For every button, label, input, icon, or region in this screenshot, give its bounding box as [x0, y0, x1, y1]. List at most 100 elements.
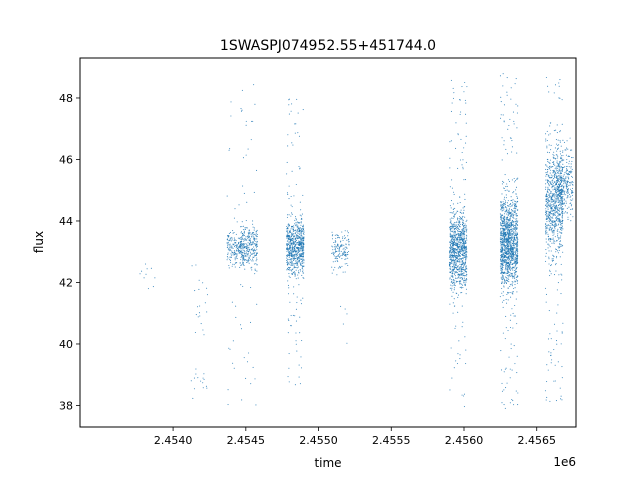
data-point	[502, 306, 504, 308]
data-point	[553, 348, 555, 351]
data-point	[451, 266, 453, 268]
data-point	[549, 133, 551, 135]
data-point	[508, 212, 510, 214]
data-point	[561, 202, 563, 204]
data-point	[451, 262, 453, 264]
data-point	[553, 210, 555, 212]
data-point	[509, 234, 511, 237]
data-point	[459, 238, 461, 241]
data-point	[565, 200, 567, 202]
data-point	[512, 264, 514, 266]
data-point	[563, 203, 565, 205]
data-point	[558, 192, 560, 194]
data-point	[499, 213, 501, 215]
data-point	[297, 232, 299, 234]
data-point	[553, 151, 555, 153]
data-point	[454, 231, 456, 233]
data-point	[505, 228, 507, 230]
data-point	[458, 277, 460, 279]
data-point	[508, 292, 510, 294]
data-point	[465, 122, 467, 124]
data-point	[462, 166, 464, 168]
data-point	[245, 124, 247, 126]
data-point	[199, 315, 201, 317]
data-point	[452, 249, 454, 251]
data-point	[347, 235, 349, 237]
data-point	[559, 79, 561, 81]
data-point	[502, 281, 504, 283]
data-point	[245, 259, 247, 261]
data-point	[552, 153, 554, 155]
data-point	[553, 239, 555, 241]
data-point	[549, 225, 551, 227]
data-point	[346, 342, 348, 344]
data-point	[510, 272, 513, 275]
data-point	[461, 268, 463, 270]
data-point	[195, 373, 197, 375]
data-point	[202, 377, 204, 379]
data-point	[547, 215, 550, 217]
data-point	[560, 172, 562, 174]
data-point	[463, 263, 465, 266]
data-point	[562, 187, 564, 189]
data-point	[560, 156, 562, 158]
data-point	[558, 185, 560, 187]
data-point	[512, 230, 514, 232]
data-point	[232, 362, 234, 364]
data-point	[451, 256, 453, 258]
data-point	[568, 155, 571, 157]
data-point	[298, 241, 301, 244]
data-point	[508, 190, 510, 192]
data-point	[554, 210, 556, 212]
data-point	[252, 226, 254, 228]
data-point	[249, 259, 251, 261]
data-point	[551, 359, 553, 361]
data-point	[512, 251, 514, 253]
data-point	[463, 393, 465, 395]
data-point	[233, 264, 235, 266]
data-point	[563, 191, 565, 193]
data-point	[230, 115, 232, 117]
data-point	[510, 208, 513, 211]
data-point	[302, 253, 304, 255]
data-point	[557, 219, 559, 221]
data-point	[241, 249, 243, 251]
data-point	[515, 262, 517, 264]
data-point	[545, 138, 547, 140]
data-point	[557, 221, 559, 223]
data-point	[511, 272, 513, 274]
data-point	[461, 218, 463, 220]
data-point	[510, 250, 512, 252]
data-point	[464, 254, 467, 256]
data-point	[514, 228, 516, 230]
data-point	[512, 293, 514, 295]
data-point	[452, 242, 454, 244]
data-point	[504, 255, 507, 257]
data-point	[502, 254, 505, 256]
data-point	[455, 226, 457, 228]
data-point	[559, 176, 561, 178]
data-point	[515, 265, 517, 267]
data-point	[559, 218, 561, 220]
data-point	[457, 273, 459, 275]
data-point	[229, 348, 231, 350]
data-point	[237, 249, 240, 251]
data-point	[546, 196, 548, 198]
data-point	[545, 201, 547, 203]
data-point	[462, 254, 464, 256]
data-point	[513, 256, 515, 258]
data-point	[287, 293, 290, 295]
data-point	[501, 242, 504, 244]
data-point	[502, 263, 504, 265]
data-point	[293, 267, 295, 269]
data-point	[502, 277, 504, 279]
data-point	[550, 265, 552, 267]
data-point	[545, 213, 548, 215]
data-point	[228, 232, 230, 234]
data-point	[300, 228, 302, 230]
data-point	[548, 263, 550, 265]
data-point	[550, 212, 552, 214]
data-point	[557, 196, 560, 198]
data-point	[509, 253, 511, 255]
data-point	[512, 199, 514, 201]
